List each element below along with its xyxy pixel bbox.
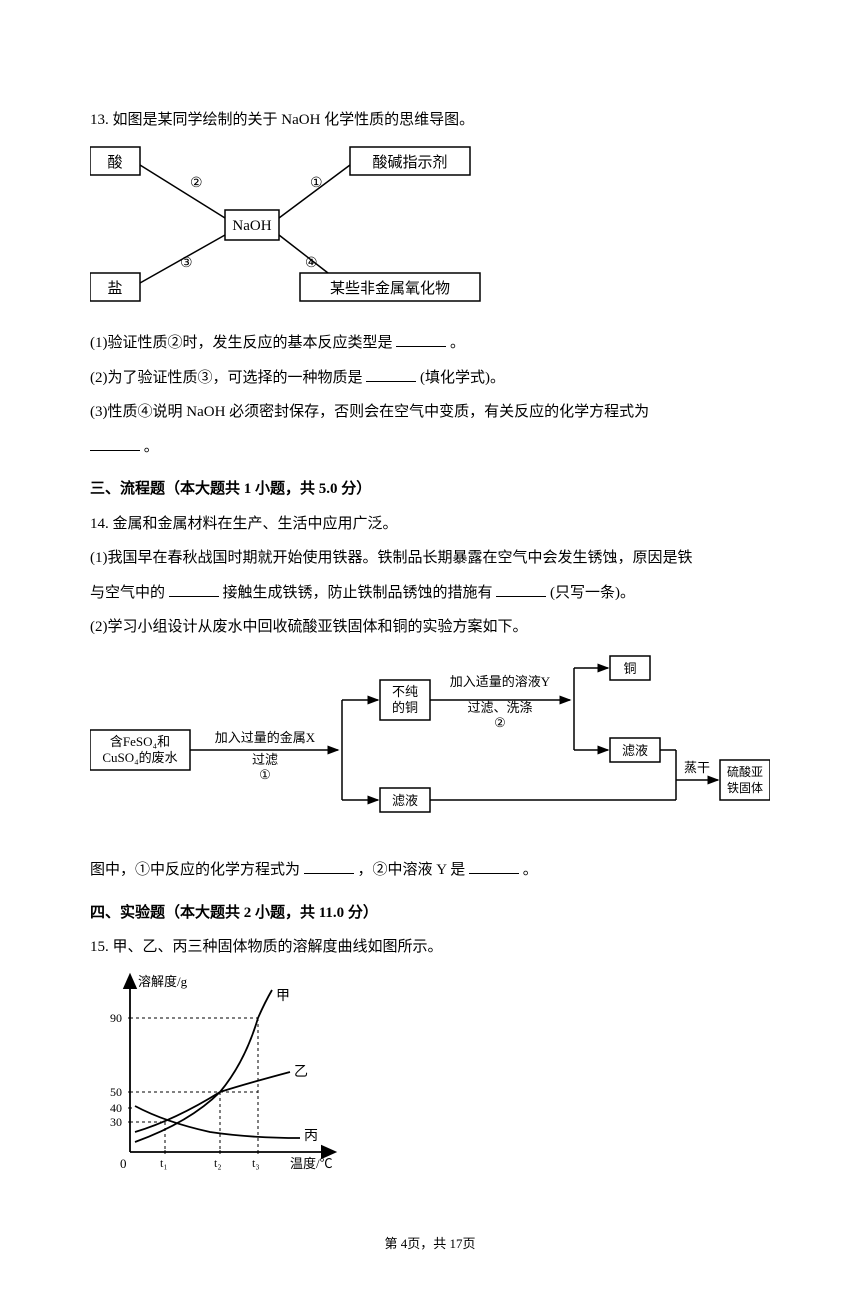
section-4-title: 四、实验题（本大题共 2 小题，共 11.0 分）: [90, 899, 770, 928]
svg-text:①: ①: [259, 767, 271, 782]
q13-number: 13.: [90, 112, 113, 128]
svg-text:铁固体: 铁固体: [727, 781, 763, 795]
page-footer: 第 4页，共 17页: [90, 1232, 770, 1257]
svg-text:①: ①: [310, 176, 323, 191]
q14-flowchart-diagram: 含FeSO₄和 CuSO₄的废水 加入过量的金属X 过滤 ① 不纯 的铜 滤液 …: [90, 652, 770, 843]
svg-text:t₃: t₃: [252, 1156, 260, 1170]
svg-text:甲: 甲: [276, 989, 290, 1004]
svg-text:t₂: t₂: [214, 1156, 222, 1170]
svg-text:的铜: 的铜: [392, 700, 418, 715]
svg-text:②: ②: [190, 176, 203, 191]
svg-text:温度/℃: 温度/℃: [290, 1156, 333, 1171]
svg-text:硫酸亚: 硫酸亚: [727, 764, 763, 779]
q13-p3: (3)性质④说明 NaOH 必须密封保存，否则会在空气中变质，有关反应的化学方程…: [90, 398, 770, 427]
q14-number: 14.: [90, 516, 113, 532]
svg-text:40: 40: [110, 1101, 122, 1115]
svg-text:铜: 铜: [623, 661, 636, 676]
q14-p3: 图中，①中反应的化学方程式为 ，②中溶液 Y 是 。: [90, 856, 770, 885]
svg-text:某些非金属氧化物: 某些非金属氧化物: [330, 280, 450, 297]
svg-text:30: 30: [110, 1115, 122, 1129]
svg-text:50: 50: [110, 1085, 122, 1099]
blank: [366, 367, 416, 382]
svg-text:④: ④: [305, 256, 318, 271]
svg-text:酸碱指示剂: 酸碱指示剂: [372, 154, 447, 171]
svg-text:蒸干: 蒸干: [684, 760, 710, 775]
q13-p2: (2)为了验证性质③，可选择的一种物质是 (填化学式)。: [90, 364, 770, 393]
blank: [90, 436, 140, 451]
svg-text:90: 90: [110, 1011, 122, 1025]
q14-p2: (2)学习小组设计从废水中回收硫酸亚铁固体和铜的实验方案如下。: [90, 613, 770, 642]
q15-number: 15.: [90, 939, 113, 955]
svg-text:CuSO₄的废水: CuSO₄的废水: [102, 750, 177, 765]
svg-text:过滤: 过滤: [252, 752, 278, 767]
svg-text:不纯: 不纯: [392, 684, 418, 699]
blank: [169, 582, 219, 597]
svg-text:盐: 盐: [107, 280, 122, 297]
q14-p1b: 与空气中的 接触生成铁锈，防止铁制品锈蚀的措施有 (只写一条)。: [90, 579, 770, 608]
svg-text:②: ②: [494, 715, 506, 730]
svg-text:含FeSO₄和: 含FeSO₄和: [110, 734, 170, 749]
blank: [304, 859, 354, 874]
svg-text:酸: 酸: [107, 154, 122, 171]
q15-intro: 15. 甲、乙、丙三种固体物质的溶解度曲线如图所示。: [90, 933, 770, 962]
svg-text:溶解度/g: 溶解度/g: [138, 974, 188, 989]
svg-text:滤液: 滤液: [392, 793, 418, 808]
q15-solubility-chart: 溶解度/g 温度/℃ 0 30 40 50 90 t₁ t₂ t₃ 甲 乙 丙: [90, 972, 770, 1193]
svg-text:加入过量的金属X: 加入过量的金属X: [215, 730, 316, 745]
q13-intro: 13. 如图是某同学绘制的关于 NaOH 化学性质的思维导图。: [90, 106, 770, 135]
section-3-title: 三、流程题（本大题共 1 小题，共 5.0 分）: [90, 475, 770, 504]
svg-text:丙: 丙: [304, 1129, 318, 1144]
q13-intro-text: 如图是某同学绘制的关于 NaOH 化学性质的思维导图。: [113, 112, 475, 128]
center-label: NaOH: [232, 218, 271, 234]
svg-text:过滤、洗涤: 过滤、洗涤: [467, 700, 532, 715]
q13-p3b: 。: [90, 433, 770, 462]
svg-text:t₁: t₁: [160, 1156, 168, 1170]
q14-intro: 14. 金属和金属材料在生产、生活中应用广泛。: [90, 510, 770, 539]
q13-p1: (1)验证性质②时，发生反应的基本反应类型是 。: [90, 329, 770, 358]
svg-text:滤液: 滤液: [622, 743, 648, 758]
blank: [496, 582, 546, 597]
q14-p1a: (1)我国早在春秋战国时期就开始使用铁器。铁制品长期暴露在空气中会发生锈蚀，原因…: [90, 544, 770, 573]
q13-mindmap-diagram: NaOH 酸 ② 酸碱指示剂 ① 盐 ③ 某些非金属氧化物 ④: [90, 145, 770, 316]
blank: [396, 332, 446, 347]
blank: [469, 859, 519, 874]
svg-text:③: ③: [180, 256, 193, 271]
svg-text:0: 0: [120, 1156, 127, 1171]
svg-text:加入适量的溶液Y: 加入适量的溶液Y: [450, 674, 551, 689]
svg-text:乙: 乙: [294, 1064, 308, 1080]
